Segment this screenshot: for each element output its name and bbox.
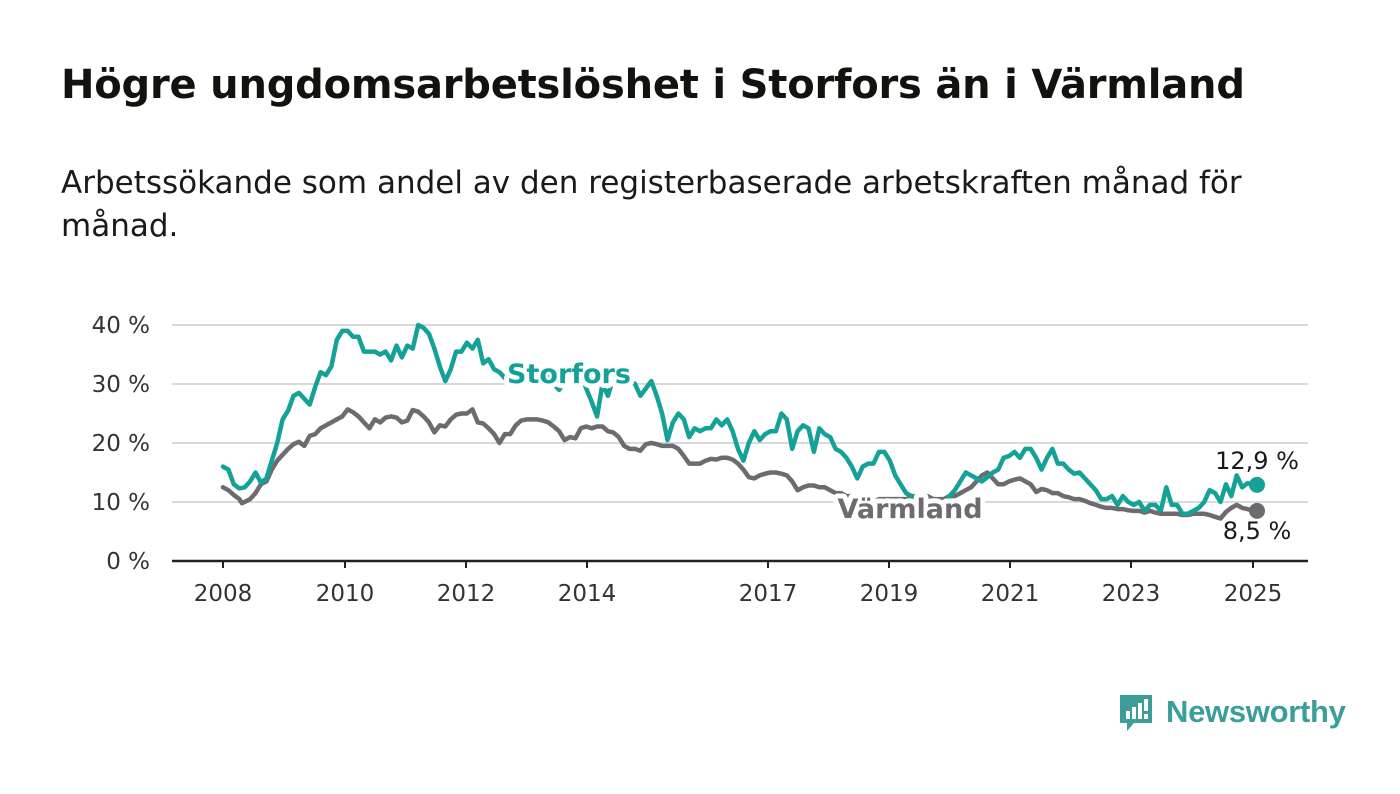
series-line-varmland bbox=[220, 407, 1256, 521]
y-tick-label: 30 % bbox=[92, 372, 150, 398]
end-value-label: 8,5 % bbox=[1223, 517, 1292, 545]
chart-title: Högre ungdomsarbetslöshet i Storfors än … bbox=[61, 62, 1245, 108]
series-line-storfors bbox=[220, 322, 1256, 522]
x-tick-label: 2021 bbox=[981, 581, 1040, 607]
axes: 0 % 10 % 20 % 30 % 40 % 2008 2010 2012 2014 2017 2… bbox=[92, 313, 1308, 607]
x-tick-label: 2019 bbox=[860, 581, 919, 607]
x-tick-label: 2017 bbox=[739, 581, 798, 607]
series-lines bbox=[220, 322, 1265, 522]
x-tick-label: 2012 bbox=[437, 581, 496, 607]
series-end-point bbox=[1249, 476, 1265, 493]
y-tick-label: 40 % bbox=[92, 313, 150, 339]
series-label-halo: Värmland bbox=[837, 494, 982, 525]
newsworthy-logo[interactable]: Newsworthy bbox=[1118, 690, 1346, 734]
y-tick-label: 10 % bbox=[92, 490, 150, 516]
series-end-point bbox=[1249, 502, 1265, 519]
end-value-label: 12,9 % bbox=[1215, 447, 1299, 475]
chart-subtitle: Arbetssökande som andel av den registerb… bbox=[61, 165, 1242, 244]
series-label-storfors: Storfors bbox=[507, 359, 631, 390]
x-tick-label: 2010 bbox=[316, 581, 375, 607]
series-label-varmland: Värmland bbox=[837, 494, 982, 525]
x-tick-label: 2014 bbox=[558, 581, 617, 607]
x-tick-label: 2008 bbox=[194, 581, 253, 607]
y-tick-label: 20 % bbox=[92, 431, 150, 457]
x-tick-label: 2023 bbox=[1102, 581, 1161, 607]
logo-text: Newsworthy bbox=[1166, 694, 1346, 729]
series-label-halo: Storfors bbox=[507, 359, 631, 390]
y-tick-label: 0 % bbox=[106, 549, 150, 575]
x-tick-label: 2025 bbox=[1224, 581, 1283, 607]
newsworthy-bars-icon bbox=[1118, 693, 1154, 731]
